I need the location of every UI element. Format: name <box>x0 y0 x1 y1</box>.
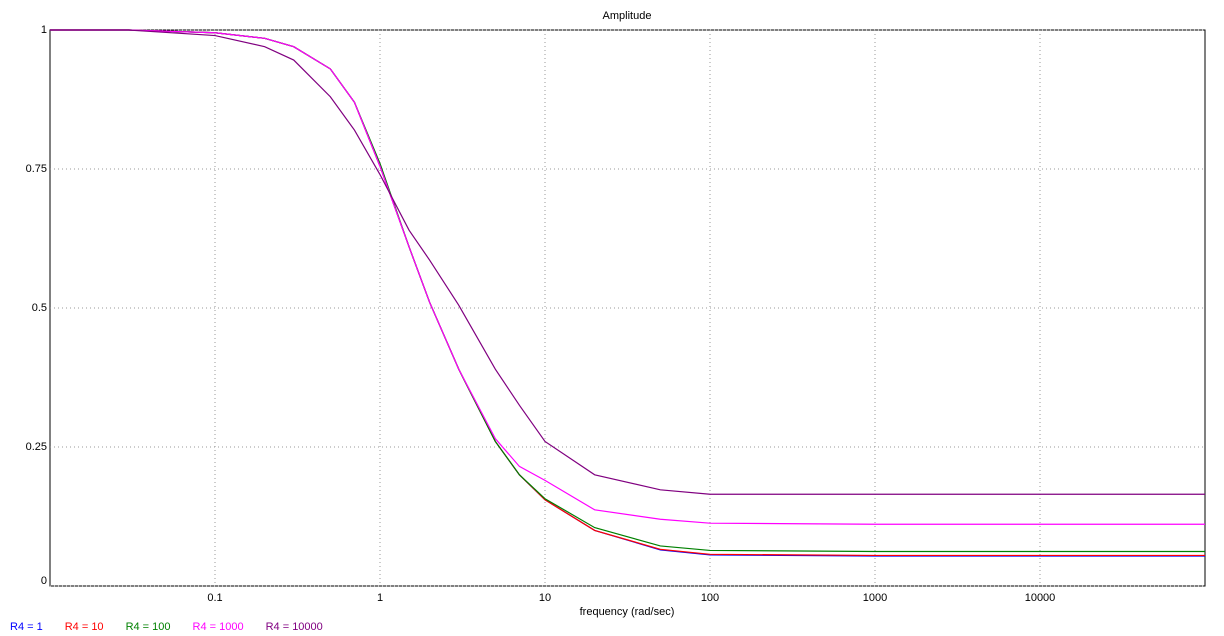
legend-entry: R4 = 100 <box>126 621 171 633</box>
chart-title: Amplitude <box>603 10 652 22</box>
x-axis-label: frequency (rad/sec) <box>580 606 675 618</box>
legend-entry: R4 = 10000 <box>266 621 323 633</box>
x-tick-label: 1 <box>377 592 383 604</box>
x-tick-label: 100 <box>701 592 719 604</box>
x-tick-label: 0.1 <box>207 592 222 604</box>
y-tick-label: 0.25 <box>26 441 47 453</box>
legend-entry: R4 = 1000 <box>193 621 244 633</box>
x-tick-label: 10 <box>539 592 551 604</box>
y-tick-label: 1 <box>41 24 47 36</box>
y-tick-label: 0.5 <box>32 302 47 314</box>
data-line <box>50 29 1205 557</box>
legend-entry: R4 = 10 <box>65 621 104 633</box>
x-tick-label: 1000 <box>863 592 887 604</box>
legend-entry: R4 = 1 <box>10 621 43 633</box>
x-tick-label: 10000 <box>1025 592 1056 604</box>
y-tick-label: 0 <box>41 575 47 587</box>
data-line <box>50 29 1205 495</box>
data-line <box>50 29 1205 553</box>
data-line <box>50 29 1205 557</box>
data-line <box>50 29 1205 525</box>
plot-frame <box>49 29 1206 587</box>
y-tick-label: 0.75 <box>26 163 47 175</box>
